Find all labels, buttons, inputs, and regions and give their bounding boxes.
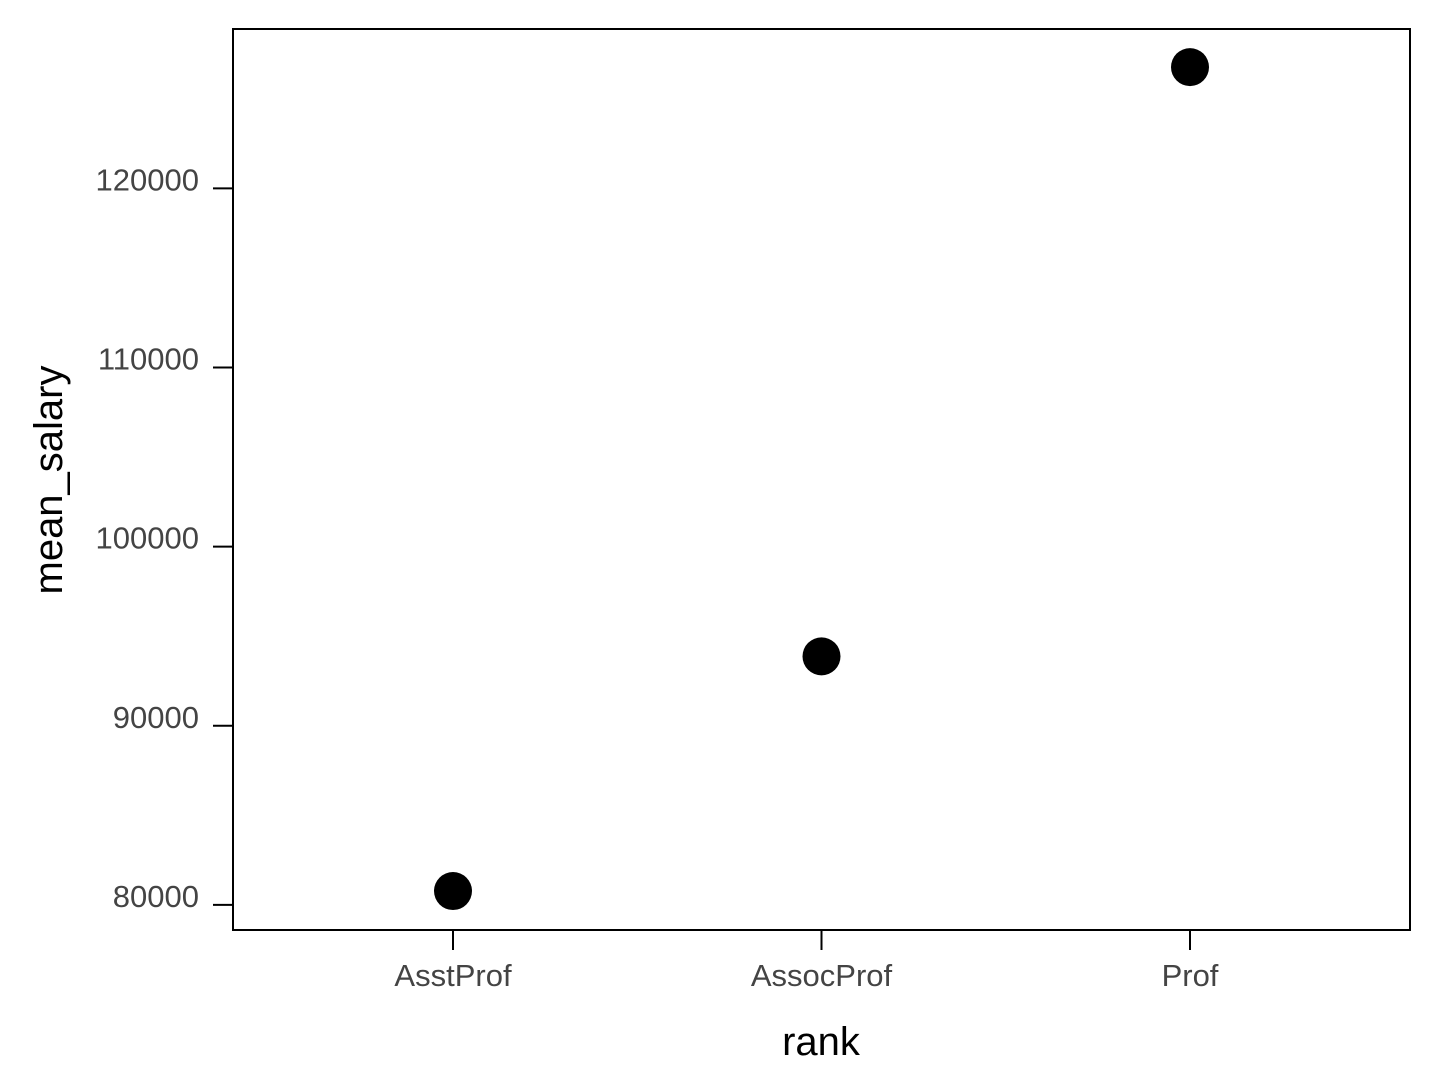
- data-points: [434, 48, 1209, 911]
- y-tick-label: 80000: [113, 879, 199, 914]
- y-axis: 80000 90000 100000 110000 120000: [96, 162, 233, 914]
- y-axis-label: mean_salary: [27, 365, 71, 594]
- y-tick-label: 120000: [96, 162, 199, 197]
- x-tick-label: AsstProf: [394, 958, 512, 993]
- y-tick-label: 110000: [98, 342, 199, 377]
- x-tick-label: AssocProf: [751, 958, 893, 993]
- y-tick-label: 100000: [96, 521, 199, 556]
- x-axis-label: rank: [782, 1020, 861, 1064]
- y-tick-label: 90000: [113, 700, 199, 735]
- x-tick-label: Prof: [1162, 958, 1219, 993]
- plot-area: [232, 28, 1411, 931]
- x-axis: AsstProf AssocProf Prof: [394, 930, 1219, 993]
- data-point-asstprof: [434, 872, 472, 911]
- data-point-assocprof: [802, 637, 841, 676]
- data-point-prof: [1171, 48, 1209, 87]
